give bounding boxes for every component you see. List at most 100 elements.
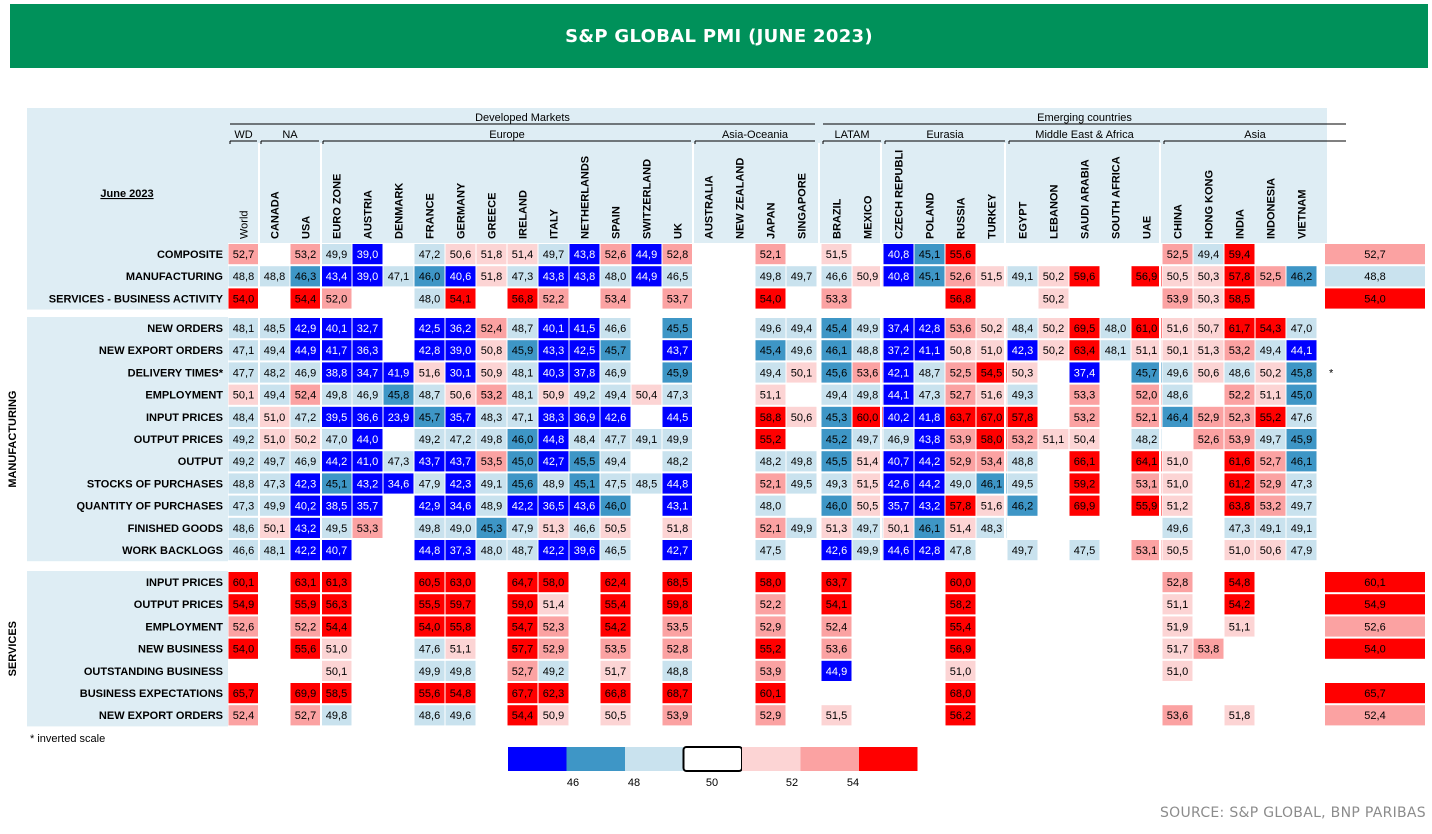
heat-cell bbox=[914, 429, 945, 450]
column-header-panel bbox=[228, 108, 1327, 243]
legend-tick-label: 54 bbox=[847, 777, 859, 789]
cell-value: 51,0 bbox=[1167, 456, 1188, 468]
cell-value: 45,3 bbox=[826, 412, 847, 424]
heat-cell bbox=[538, 660, 569, 681]
column-header: NEW ZEALAND bbox=[735, 158, 747, 239]
cell-value: 48,8 bbox=[667, 666, 688, 678]
heat-cell bbox=[1255, 362, 1286, 383]
cell-value: 50,4 bbox=[1074, 434, 1095, 446]
cell-value: 60,0 bbox=[857, 412, 878, 424]
cell-value: 49,4 bbox=[826, 390, 847, 402]
cell-value: 49,9 bbox=[857, 545, 878, 557]
heat-cell bbox=[662, 406, 693, 427]
heat-cell bbox=[821, 362, 852, 383]
cell-value: 56,8 bbox=[950, 293, 971, 305]
cell-value: 54,4 bbox=[326, 621, 347, 633]
cell-value: 42,9 bbox=[419, 501, 440, 513]
heat-cell bbox=[1131, 495, 1162, 516]
cell-value: 49,3 bbox=[1012, 390, 1033, 402]
heat-cell bbox=[228, 517, 259, 538]
heat-cell bbox=[883, 384, 914, 405]
cell-value: 52,1 bbox=[760, 523, 781, 535]
cell-value: 41,5 bbox=[574, 323, 595, 335]
cell-value: 49,2 bbox=[233, 456, 254, 468]
cell-value: 42,8 bbox=[919, 545, 940, 557]
cell-value: 37,8 bbox=[574, 367, 595, 379]
legend-tick-label: 48 bbox=[628, 777, 640, 789]
cell-value: 66,8 bbox=[605, 688, 626, 700]
heat-cell bbox=[290, 288, 321, 309]
column-header: CZECH REPUBLI bbox=[894, 150, 906, 239]
heat-cell bbox=[507, 362, 538, 383]
cell-value: 43,2 bbox=[919, 501, 940, 513]
cell-value: 48,7 bbox=[512, 323, 533, 335]
cell-value: 49,6 bbox=[760, 323, 781, 335]
heat-cell bbox=[321, 495, 352, 516]
heat-cell bbox=[976, 340, 1007, 361]
cell-value: 48,0 bbox=[760, 501, 781, 513]
heat-cell bbox=[1007, 429, 1038, 450]
heat-cell bbox=[786, 266, 817, 287]
cell-value: 54,5 bbox=[981, 367, 1002, 379]
cell-value: 63,7 bbox=[950, 412, 971, 424]
cell-value: 51,5 bbox=[981, 271, 1002, 283]
top-group-label: Developed Markets bbox=[475, 112, 570, 124]
cell-value: 42,2 bbox=[512, 501, 533, 513]
cell-value: 44,1 bbox=[1291, 345, 1312, 357]
cell-value: 34,7 bbox=[357, 367, 378, 379]
heat-cell bbox=[569, 406, 600, 427]
cell-value: 45,1 bbox=[919, 249, 940, 261]
cell-value: 57,7 bbox=[512, 644, 533, 656]
cell-value: 55,6 bbox=[295, 644, 316, 656]
heat-cell bbox=[228, 451, 259, 472]
heat-cell bbox=[445, 244, 476, 265]
heat-cell bbox=[1224, 318, 1255, 339]
cell-value: 43,8 bbox=[574, 271, 595, 283]
heat-cell bbox=[352, 340, 383, 361]
cell-value: 51,3 bbox=[543, 523, 564, 535]
manufacturing-label-panel bbox=[27, 317, 228, 562]
heat-cell bbox=[1162, 266, 1193, 287]
cell-value: 46,1 bbox=[919, 523, 940, 535]
cell-value: 49,6 bbox=[450, 710, 471, 722]
heat-cell bbox=[631, 384, 662, 405]
heat-cell bbox=[883, 362, 914, 383]
heat-cell bbox=[1007, 495, 1038, 516]
heat-cell bbox=[976, 451, 1007, 472]
heat-cell bbox=[290, 451, 321, 472]
heat-cell bbox=[600, 473, 631, 494]
heat-cell bbox=[507, 451, 538, 472]
heat-cell bbox=[1286, 517, 1317, 538]
cell-value: 49,4 bbox=[791, 323, 812, 335]
heat-cell bbox=[476, 244, 507, 265]
cell-value: 53,9 bbox=[760, 666, 781, 678]
heat-cell bbox=[1131, 406, 1162, 427]
heat-cell bbox=[945, 362, 976, 383]
column-header: TURKEY bbox=[987, 193, 999, 239]
cell-value: 50,1 bbox=[888, 523, 909, 535]
cell-value: 51,8 bbox=[481, 271, 502, 283]
heat-cell bbox=[755, 572, 786, 593]
heat-cell bbox=[445, 451, 476, 472]
legend-swatch bbox=[682, 746, 743, 772]
heat-cell bbox=[383, 473, 414, 494]
heat-cell bbox=[228, 572, 259, 593]
cell-value: 47,6 bbox=[1291, 412, 1312, 424]
heat-cell bbox=[1255, 495, 1286, 516]
heat-cell bbox=[569, 384, 600, 405]
heat-cell bbox=[1224, 244, 1255, 265]
heat-cell bbox=[383, 266, 414, 287]
column-header: SAUDI ARABIA bbox=[1080, 159, 1092, 239]
heat-cell bbox=[662, 473, 693, 494]
cell-value: 42,3 bbox=[1012, 345, 1033, 357]
heat-cell bbox=[755, 594, 786, 615]
heat-cell bbox=[1255, 318, 1286, 339]
cell-value: 39,0 bbox=[357, 271, 378, 283]
heat-cell bbox=[662, 517, 693, 538]
cell-value: 50,5 bbox=[857, 501, 878, 513]
cell-value: 53,9 bbox=[667, 710, 688, 722]
cell-value: 46,0 bbox=[419, 271, 440, 283]
heat-cell bbox=[945, 406, 976, 427]
heat-cell bbox=[662, 540, 693, 561]
cell-value: 51,0 bbox=[1167, 666, 1188, 678]
